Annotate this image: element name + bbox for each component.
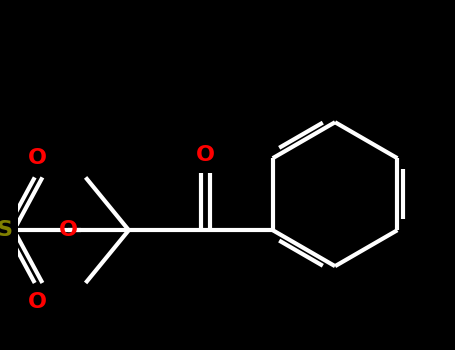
Text: S: S: [0, 220, 12, 240]
Text: O: O: [28, 148, 47, 168]
Text: O: O: [59, 220, 78, 240]
Text: O: O: [196, 145, 215, 165]
Text: O: O: [28, 292, 47, 312]
